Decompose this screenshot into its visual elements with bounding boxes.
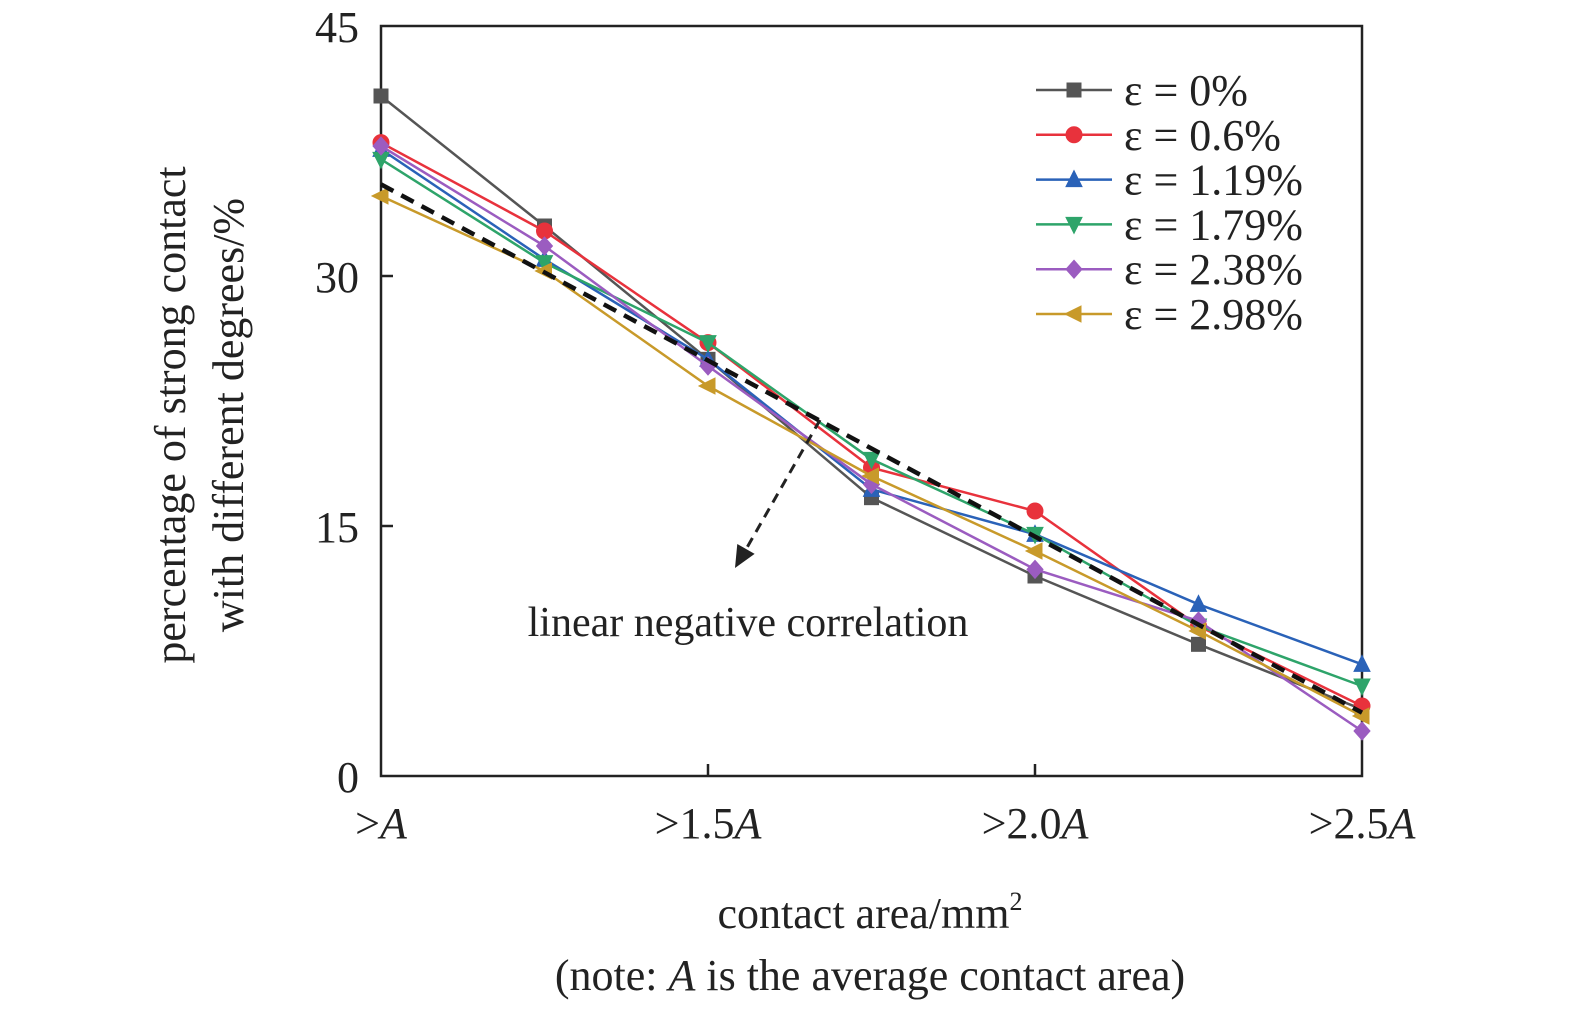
x-tick-italic: A: [377, 799, 408, 848]
data-point: [1027, 503, 1043, 519]
x-tick-label: >2.0A: [982, 799, 1090, 848]
legend-marker: [1067, 83, 1081, 97]
x-tick-label: >1.5A: [655, 799, 763, 848]
data-point: [374, 89, 388, 103]
legend-label: ε = 1.79%: [1124, 200, 1303, 249]
legend-label: ε = 2.98%: [1124, 290, 1303, 339]
note-suffix: is the average contact area): [695, 951, 1185, 1000]
y-axis-title-line2: with different degrees/%: [204, 198, 253, 632]
x-tick-italic: A: [731, 799, 762, 848]
x-tick-prefix: >1.5: [655, 799, 735, 848]
x-axis-title-superscript: 2: [1009, 887, 1022, 916]
legend-label: ε = 1.19%: [1124, 156, 1303, 205]
x-tick-italic: A: [1385, 799, 1416, 848]
y-axis-title-line1: percentage of strong contact: [146, 166, 195, 663]
x-tick-prefix: >2.5: [1309, 799, 1389, 848]
x-axis-title-main: contact area/mm: [718, 889, 1010, 938]
data-point: [1192, 637, 1206, 651]
y-tick-label: 45: [315, 3, 359, 52]
chart: 0153045 >A >1.5A >2.0A >2.5A percentage of …: [0, 0, 1575, 1015]
x-tick-prefix: >2.0: [982, 799, 1062, 848]
x-tick-label: >A: [355, 799, 408, 848]
legend-label: ε = 2.38%: [1124, 245, 1303, 294]
legend-marker: [1066, 127, 1082, 143]
annotation-text: linear negative correlation: [528, 600, 969, 646]
note-prefix: (note:: [555, 951, 669, 1000]
legend-label: ε = 0.6%: [1124, 111, 1281, 160]
x-tick-label: >2.5A: [1309, 799, 1417, 848]
y-tick-label: 30: [315, 253, 359, 302]
x-tick-prefix: >: [355, 799, 380, 848]
y-tick-label: 0: [337, 753, 359, 802]
x-axis-title: contact area/mm2: [718, 887, 1023, 938]
note-italic: A: [665, 951, 696, 1000]
y-tick-label: 15: [315, 503, 359, 552]
legend-label: ε = 0%: [1124, 66, 1248, 115]
x-axis-note: (note: A is the average contact area): [555, 951, 1185, 1000]
x-tick-italic: A: [1058, 799, 1089, 848]
